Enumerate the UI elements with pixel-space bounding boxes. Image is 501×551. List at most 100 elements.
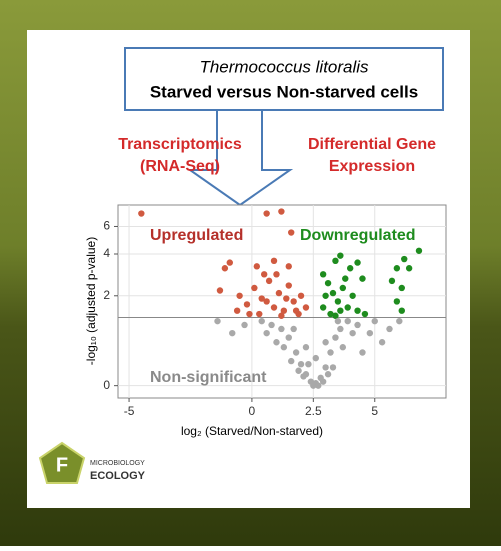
point [290, 298, 297, 305]
point [288, 229, 295, 236]
point [378, 339, 386, 346]
point [283, 295, 290, 302]
point [332, 257, 339, 265]
point [415, 247, 423, 254]
point [226, 259, 233, 266]
point [334, 298, 342, 305]
point [386, 325, 393, 333]
point [221, 265, 229, 272]
point [354, 321, 361, 329]
point [337, 325, 344, 333]
point [329, 289, 337, 297]
point [246, 310, 253, 318]
point [371, 317, 378, 325]
point [292, 349, 300, 356]
point [251, 284, 258, 292]
point [214, 317, 221, 325]
point [216, 287, 224, 294]
point [275, 289, 283, 297]
x-tick-label: -5 [124, 404, 135, 418]
point [354, 259, 361, 266]
point [229, 329, 236, 337]
point [256, 310, 263, 318]
point [319, 304, 327, 311]
y-tick-label: 4 [103, 246, 110, 260]
logo-text: MICROBIOLOGY [90, 460, 145, 467]
point [285, 334, 292, 341]
point [344, 304, 351, 311]
series-label: Non-significant [150, 369, 267, 386]
comparison: Starved versus Non-starved cells [150, 82, 418, 101]
point [280, 344, 288, 351]
point [405, 265, 413, 272]
x-axis-label: log₂ (Starved/Non-starved) [181, 424, 323, 438]
point [339, 344, 347, 351]
point [401, 255, 408, 263]
analysis: Expression [329, 158, 415, 175]
point [302, 304, 310, 311]
point [398, 284, 405, 292]
point [393, 298, 401, 305]
point [302, 344, 310, 351]
point [268, 321, 275, 329]
y-tick-label: 6 [103, 219, 110, 233]
point [332, 334, 339, 341]
point [290, 325, 297, 333]
point [396, 317, 403, 325]
point [270, 304, 278, 311]
point [241, 321, 248, 329]
point [258, 295, 265, 302]
point [329, 364, 337, 371]
point [243, 301, 251, 308]
y-axis-label: -log₁₀ (adjusted p-value) [84, 237, 98, 365]
point [346, 265, 354, 272]
point [292, 307, 300, 314]
point [337, 307, 344, 314]
point [324, 279, 332, 287]
point [327, 349, 334, 356]
arrow [186, 109, 294, 207]
point [270, 257, 278, 265]
point [300, 373, 307, 380]
point [393, 265, 401, 272]
point [258, 317, 265, 325]
point [278, 325, 285, 333]
point [344, 317, 351, 325]
point [342, 275, 349, 282]
series-label: Upregulated [150, 227, 243, 244]
point [288, 357, 295, 365]
point [388, 277, 396, 285]
point [349, 329, 356, 337]
point [319, 271, 327, 278]
point [312, 354, 319, 362]
point [361, 310, 369, 318]
point [324, 371, 332, 378]
point [263, 210, 270, 217]
point [280, 307, 288, 314]
x-tick-label: 5 [371, 404, 378, 418]
point [263, 329, 270, 337]
point [398, 307, 405, 314]
point [366, 329, 374, 337]
point [315, 382, 322, 389]
species: Thermococcus litoralis [199, 57, 369, 76]
title-box [124, 47, 444, 111]
y-tick-label: 0 [103, 378, 110, 392]
point [253, 263, 261, 270]
plot-area [117, 204, 447, 399]
analysis: Differential Gene [308, 136, 436, 153]
method: (RNA-Seq) [140, 158, 220, 175]
point [354, 307, 361, 314]
point [295, 367, 302, 374]
point [322, 364, 329, 371]
point [322, 339, 329, 346]
point [359, 349, 366, 356]
point [337, 252, 344, 259]
point [327, 310, 334, 318]
x-tick-label: 2.5 [305, 404, 322, 418]
point [339, 284, 347, 292]
point [236, 292, 243, 299]
point [278, 312, 285, 319]
point [233, 307, 241, 314]
x-tick-label: 0 [249, 404, 256, 418]
